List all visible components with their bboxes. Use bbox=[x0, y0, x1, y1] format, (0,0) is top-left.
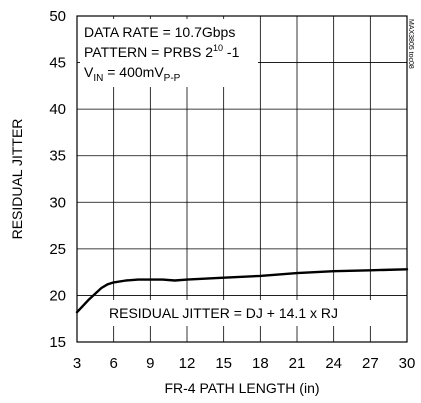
y-tick-label: 20 bbox=[49, 287, 66, 304]
y-tick-label: 40 bbox=[49, 101, 66, 118]
x-tick-label: 12 bbox=[179, 355, 196, 372]
y-axis-label: RESIDUAL JITTER bbox=[9, 119, 25, 240]
data-rate-annotation: DATA RATE = 10.7Gbps bbox=[84, 24, 235, 40]
x-tick-label: 21 bbox=[289, 355, 306, 372]
annotations: DATA RATE = 10.7Gbps PATTERN = PRBS 210 … bbox=[80, 19, 374, 326]
y-tick-label: 30 bbox=[49, 194, 66, 211]
y-tick-label: 50 bbox=[49, 8, 66, 25]
series-layer bbox=[75, 268, 409, 314]
x-tick-label: 27 bbox=[362, 355, 379, 372]
pattern-annotation: PATTERN = PRBS 210 -1 bbox=[84, 43, 240, 60]
conditions-box bbox=[80, 19, 258, 87]
plot-frame bbox=[76, 15, 408, 343]
formula-box bbox=[104, 300, 374, 326]
x-tick-label: 18 bbox=[252, 355, 269, 372]
x-tick-label: 9 bbox=[146, 355, 154, 372]
x-tick-label: 15 bbox=[215, 355, 232, 372]
part-id-label: MAX3805 toc08 bbox=[407, 19, 414, 69]
x-tick-label: 3 bbox=[73, 355, 81, 372]
x-tick-label: 6 bbox=[109, 355, 117, 372]
y-tick-label: 45 bbox=[49, 55, 66, 72]
y-tick-labels: 15 20 25 30 35 40 45 50 bbox=[49, 8, 66, 351]
x-tick-label: 30 bbox=[399, 355, 416, 372]
x-tick-labels: 3 6 9 12 15 18 21 24 27 30 bbox=[73, 355, 416, 372]
formula-annotation: RESIDUAL JITTER = DJ + 14.1 x RJ bbox=[109, 305, 338, 321]
series-line bbox=[75, 268, 409, 314]
vin-annotation: VIN = 400mVP-P bbox=[84, 64, 181, 84]
x-tick-label: 24 bbox=[325, 355, 342, 372]
y-tick-label: 35 bbox=[49, 148, 66, 165]
y-tick-label: 25 bbox=[49, 241, 66, 258]
x-axis-label: FR-4 PATH LENGTH (in) bbox=[164, 380, 319, 396]
y-tick-label: 15 bbox=[49, 334, 66, 351]
